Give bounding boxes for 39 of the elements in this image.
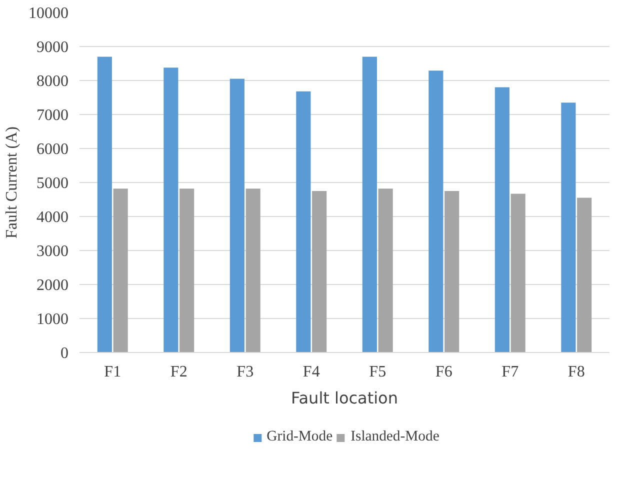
y-tick-label: 8000 (36, 73, 68, 90)
x-tick-label: F7 (502, 364, 519, 380)
y-tick-label: 4000 (36, 209, 68, 226)
x-tick-label: F3 (236, 364, 254, 380)
bar (561, 102, 576, 352)
x-tick-label: F2 (170, 364, 188, 380)
bar (180, 188, 194, 352)
bar (494, 87, 510, 352)
legend-label: Grid-Mode (266, 428, 333, 446)
bar (577, 198, 592, 352)
bar (97, 56, 112, 352)
bar (312, 191, 327, 352)
bar (444, 191, 460, 352)
x-axis-title: Fault location (291, 388, 398, 408)
y-tick-label: 2000 (36, 277, 68, 294)
y-tick-label: 10000 (28, 5, 68, 22)
x-tick-label: F6 (435, 364, 452, 380)
bar (113, 188, 128, 352)
y-tick-label: 9000 (36, 39, 68, 56)
bar (428, 70, 444, 352)
y-tick-label: 7000 (36, 107, 68, 124)
y-tick-label: 1000 (36, 311, 68, 328)
bar (510, 194, 526, 352)
y-tick-label: 3000 (36, 243, 68, 260)
x-tick-label: F1 (104, 364, 122, 380)
bar (230, 78, 244, 352)
legend-label: Islanded-Mode (350, 428, 440, 446)
x-tick-label: F4 (302, 364, 320, 380)
bar (378, 188, 393, 352)
bar (362, 56, 377, 352)
x-tick-label: F8 (568, 364, 585, 380)
bar (164, 68, 178, 352)
y-tick-label: 0 (60, 345, 68, 362)
x-tick-label: F5 (369, 364, 386, 380)
y-tick-label: 5000 (36, 175, 68, 192)
y-tick-label: 6000 (36, 141, 68, 158)
y-axis-title: Fault Current (A) (4, 126, 20, 238)
bar (296, 91, 311, 352)
bar (246, 188, 260, 352)
